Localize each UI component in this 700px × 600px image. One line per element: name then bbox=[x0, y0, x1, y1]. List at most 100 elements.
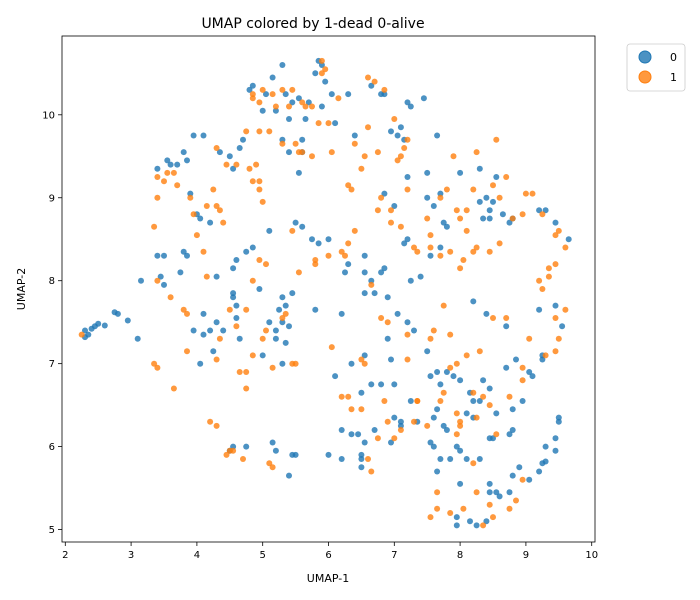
scatter-point-1 bbox=[397, 153, 404, 160]
x-tick-label: 4 bbox=[194, 550, 200, 561]
scatter-point-1 bbox=[397, 427, 404, 433]
scatter-point-0 bbox=[503, 323, 510, 330]
legend-label-0: 0 bbox=[670, 51, 677, 64]
scatter-point-1 bbox=[292, 140, 299, 147]
scatter-point-0 bbox=[295, 169, 302, 176]
scatter-point-1 bbox=[249, 352, 256, 359]
scatter-point-0 bbox=[355, 431, 362, 438]
scatter-point-0 bbox=[430, 414, 437, 421]
scatter-point-0 bbox=[220, 327, 227, 334]
x-tick-label: 3 bbox=[128, 550, 134, 561]
scatter-point-0 bbox=[174, 161, 181, 168]
scatter-point-0 bbox=[526, 476, 533, 483]
scatter-point-1 bbox=[526, 335, 533, 342]
x-tick-label: 7 bbox=[391, 550, 397, 561]
scatter-point-1 bbox=[154, 194, 161, 201]
scatter-point-1 bbox=[180, 306, 187, 313]
scatter-point-1 bbox=[220, 219, 227, 226]
scatter-point-0 bbox=[378, 269, 385, 276]
scatter-point-1 bbox=[345, 240, 352, 247]
scatter-point-0 bbox=[259, 107, 266, 114]
scatter-point-0 bbox=[542, 443, 549, 450]
scatter-point-1 bbox=[170, 169, 177, 176]
y-tick-label: 7 bbox=[49, 359, 55, 370]
scatter-point-0 bbox=[506, 219, 513, 226]
scatter-point-0 bbox=[536, 207, 543, 214]
scatter-point-0 bbox=[246, 86, 253, 93]
scatter-point-1 bbox=[256, 257, 263, 263]
scatter-point-1 bbox=[374, 435, 381, 442]
scatter-point-1 bbox=[496, 240, 503, 247]
scatter-point-0 bbox=[318, 103, 325, 110]
scatter-point-0 bbox=[480, 215, 487, 222]
scatter-point-0 bbox=[210, 348, 217, 355]
scatter-point-1 bbox=[328, 149, 335, 156]
x-tick-label: 6 bbox=[325, 550, 331, 561]
scatter-point-1 bbox=[545, 273, 552, 280]
scatter-point-0 bbox=[233, 315, 240, 321]
scatter-point-0 bbox=[180, 248, 187, 255]
scatter-point-0 bbox=[233, 302, 240, 309]
scatter-point-1 bbox=[348, 186, 355, 193]
scatter-point-0 bbox=[434, 369, 441, 375]
scatter-point-1 bbox=[430, 327, 437, 334]
scatter-point-1 bbox=[555, 227, 562, 234]
scatter-point-1 bbox=[243, 385, 250, 392]
scatter-point-0 bbox=[286, 323, 292, 330]
scatter-point-1 bbox=[358, 406, 365, 413]
scatter-point-1 bbox=[506, 505, 513, 512]
scatter-point-0 bbox=[236, 335, 243, 342]
scatter-point-1 bbox=[243, 128, 250, 135]
scatter-point-1 bbox=[388, 219, 394, 226]
scatter-point-1 bbox=[335, 95, 342, 102]
scatter-point-1 bbox=[529, 190, 536, 197]
scatter-point-0 bbox=[486, 489, 493, 496]
scatter-point-1 bbox=[519, 211, 526, 218]
scatter-point-0 bbox=[486, 385, 493, 392]
scatter-point-0 bbox=[476, 165, 483, 172]
x-tick-label: 9 bbox=[523, 550, 529, 561]
scatter-point-1 bbox=[243, 306, 250, 313]
scatter-point-0 bbox=[200, 310, 207, 317]
scatter-point-1 bbox=[404, 186, 411, 193]
scatter-point-1 bbox=[269, 364, 276, 371]
scatter-point-1 bbox=[447, 331, 454, 338]
scatter-point-0 bbox=[394, 310, 401, 317]
scatter-point-0 bbox=[358, 456, 365, 462]
scatter-point-1 bbox=[338, 393, 345, 400]
y-tick-label: 10 bbox=[42, 110, 55, 121]
scatter-point-0 bbox=[506, 431, 513, 438]
scatter-point-1 bbox=[381, 398, 388, 404]
scatter-point-0 bbox=[279, 360, 286, 367]
scatter-point-0 bbox=[437, 190, 444, 197]
scatter-point-0 bbox=[476, 198, 483, 205]
scatter-point-1 bbox=[151, 360, 158, 367]
scatter-point-1 bbox=[203, 203, 210, 209]
scatter-point-0 bbox=[243, 248, 250, 255]
scatter-point-1 bbox=[411, 418, 417, 425]
scatter-point-1 bbox=[506, 393, 513, 400]
scatter-point-1 bbox=[259, 86, 266, 93]
scatter-point-1 bbox=[424, 215, 431, 222]
scatter-point-0 bbox=[490, 198, 496, 205]
scatter-point-1 bbox=[437, 252, 444, 259]
scatter-point-1 bbox=[289, 227, 296, 234]
scatter-point-1 bbox=[174, 182, 181, 189]
scatter-point-0 bbox=[154, 252, 161, 259]
plot-frame bbox=[61, 35, 596, 543]
scatter-point-0 bbox=[302, 116, 309, 122]
scatter-point-1 bbox=[503, 174, 510, 180]
scatter-point-0 bbox=[539, 356, 546, 363]
scatter-point-0 bbox=[322, 78, 329, 85]
scatter-point-0 bbox=[197, 215, 204, 222]
scatter-point-0 bbox=[213, 273, 220, 280]
scatter-point-0 bbox=[434, 132, 441, 139]
scatter-point-0 bbox=[299, 223, 306, 230]
scatter-point-1 bbox=[302, 103, 309, 110]
scatter-point-0 bbox=[82, 327, 88, 334]
scatter-point-0 bbox=[292, 219, 299, 226]
scatter-point-1 bbox=[190, 211, 197, 218]
scatter-point-1 bbox=[440, 302, 447, 309]
scatter-point-0 bbox=[388, 356, 394, 363]
